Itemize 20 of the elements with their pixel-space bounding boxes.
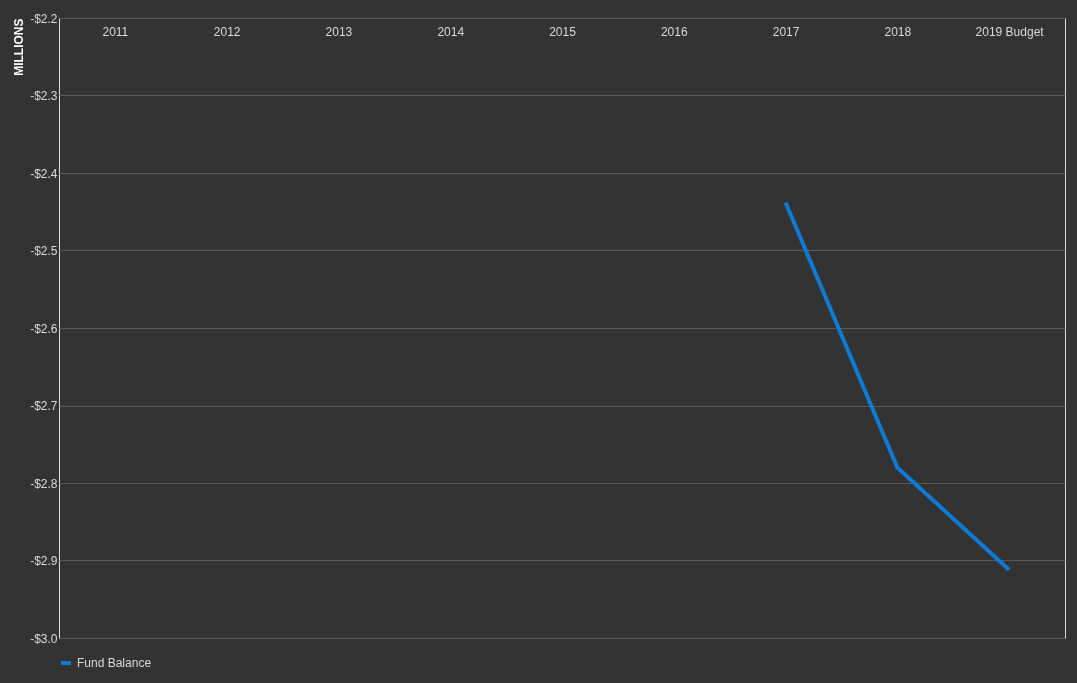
y-tick-label: -$2.8 — [30, 476, 58, 491]
x-tick-label: 2015 — [549, 24, 577, 39]
y-axis-title: MILLIONS — [12, 18, 27, 76]
x-tick-label: 2019 Budget — [975, 24, 1045, 39]
y-tick-label: -$2.5 — [30, 244, 58, 258]
y-tick-label: -$2.6 — [30, 321, 58, 336]
x-tick-label: 2018 — [884, 24, 912, 39]
x-tick-label: 2013 — [325, 24, 353, 39]
y-tick-label: -$2.9 — [30, 554, 58, 568]
x-tick-label: 2014 — [437, 24, 465, 39]
y-tick-label: -$2.3 — [30, 89, 58, 103]
x-tick-label: 2017 — [772, 24, 800, 39]
y-tick-label: -$2.7 — [30, 399, 58, 413]
y-tick-label: -$2.4 — [30, 166, 58, 181]
x-tick-label: 2016 — [660, 24, 688, 39]
legend-label: Fund Balance — [77, 656, 152, 670]
x-tick-label: 2012 — [213, 24, 241, 39]
y-tick-label: -$2.2 — [30, 11, 58, 26]
y-tick-label: -$3.0 — [30, 631, 58, 646]
x-tick-label: 2011 — [102, 24, 129, 39]
